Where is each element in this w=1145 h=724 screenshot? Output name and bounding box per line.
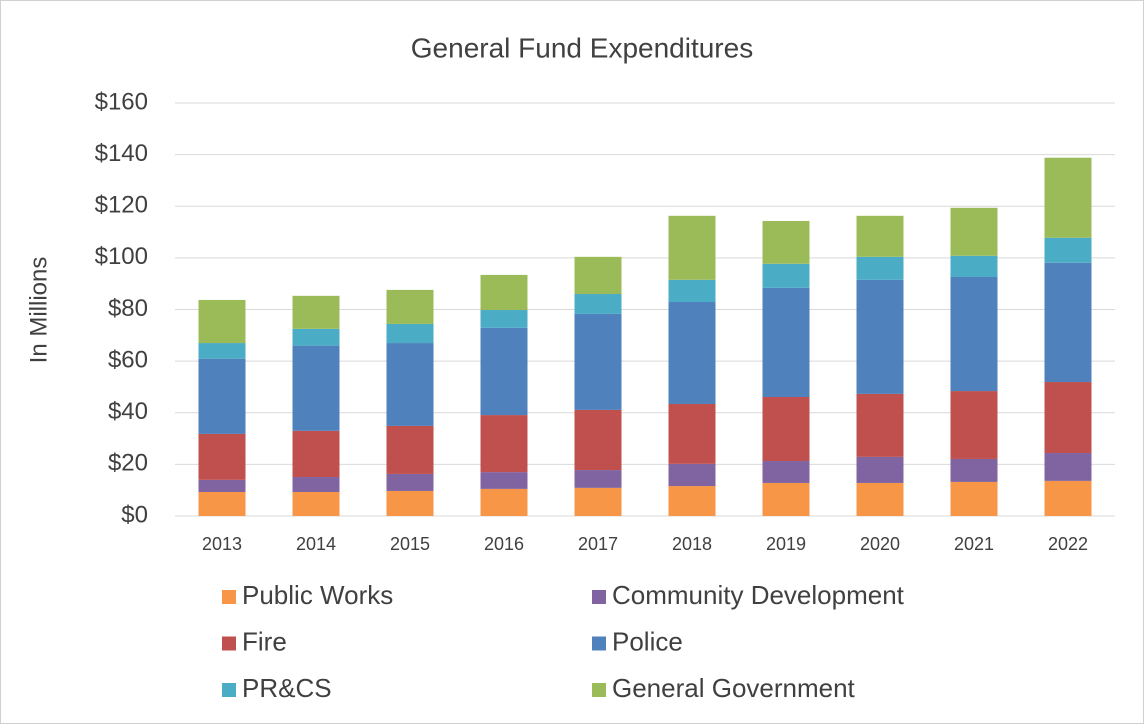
bar-segment [856,482,904,516]
bar-segment [1044,237,1092,263]
y-axis-label: In Millions [25,257,52,364]
bar-segment [950,391,998,459]
bar-segment [480,327,528,416]
bar-segment [762,220,810,264]
bar-segment [386,425,434,474]
bar-segment [856,393,904,457]
x-tick-label: 2019 [766,534,806,554]
bar-segment [198,491,246,516]
y-tick-label: $0 [121,501,148,528]
legend-label: PR&CS [242,673,332,703]
legend-swatch [222,590,236,604]
legend-label: Fire [242,626,287,656]
bar-segment [386,343,434,426]
bar-segment [574,313,622,410]
bar-segment [292,491,340,516]
x-tick-label: 2021 [954,534,994,554]
bar-segment [762,482,810,516]
y-tick-label: $100 [95,243,148,270]
bar-segment [668,403,716,464]
bar-segment [668,215,716,280]
x-tick-label: 2014 [296,534,336,554]
bar-segment [480,488,528,516]
bar-segment [1044,453,1092,481]
chart-title: General Fund Expenditures [411,32,753,63]
x-tick-label: 2015 [390,534,430,554]
x-tick-label: 2013 [202,534,242,554]
bar-segment [198,479,246,492]
legend-swatch [222,636,236,651]
bar-segment [574,256,622,295]
legend-swatch [592,590,606,604]
bar-segment [950,481,998,516]
bar-segment [762,263,810,288]
bar-segment [292,477,340,492]
bar-segment [574,409,622,471]
bar-segment [198,433,246,480]
legend-swatch [592,636,606,651]
bar-segment [386,473,434,491]
bar-segment [762,287,810,398]
y-tick-label: $140 [95,140,148,167]
bar-segment [292,430,340,478]
bar-segment [762,397,810,462]
y-tick-label: $40 [108,398,148,425]
y-tick-label: $120 [95,192,148,219]
x-tick-label: 2018 [672,534,712,554]
bar-segment [856,279,904,394]
bar-segment [198,358,246,434]
bar-segment [856,456,904,483]
legend-label: Public Works [242,580,393,610]
bar-segment [1044,480,1092,516]
bar-segment [856,256,904,280]
x-tick-label: 2022 [1048,534,1088,554]
bar-segment [668,463,716,487]
bar-segment [1044,157,1092,238]
legend-label: Community Development [612,580,905,610]
bar-segment [668,302,716,404]
bar-segment [950,207,998,256]
legend-label: Police [612,626,683,656]
bar-segment [668,486,716,516]
y-tick-label: $160 [95,88,148,115]
bar-segment [480,310,528,328]
bar-segment [574,294,622,314]
x-tick-label: 2017 [578,534,618,554]
y-tick-label: $80 [108,295,148,322]
bar-segment [856,215,904,257]
bar-segment [386,323,434,344]
bar-segment [480,472,528,489]
legend-label: General Government [612,673,856,703]
bar-segment [386,490,434,516]
bar-segment [574,470,622,488]
bar-segment [292,295,340,329]
bar-segment [950,458,998,482]
bar-segment [950,255,998,277]
bar-segment [480,415,528,473]
y-tick-label: $20 [108,450,148,477]
bar-segment [198,299,246,344]
bar-segment [950,276,998,392]
x-tick-label: 2020 [860,534,900,554]
bar-segment [386,289,434,324]
bar-segment [762,461,810,483]
legend-swatch [222,683,236,697]
bar-segment [668,279,716,303]
bar-segment [198,343,246,359]
x-tick-label: 2016 [484,534,524,554]
y-tick-label: $60 [108,346,148,373]
bar-segment [1044,382,1092,454]
bar-segment [480,274,528,311]
bar-segment [1044,262,1092,383]
bar-segment [292,345,340,431]
legend-swatch [592,683,606,697]
bar-segment [574,487,622,516]
bar-segment [292,328,340,346]
